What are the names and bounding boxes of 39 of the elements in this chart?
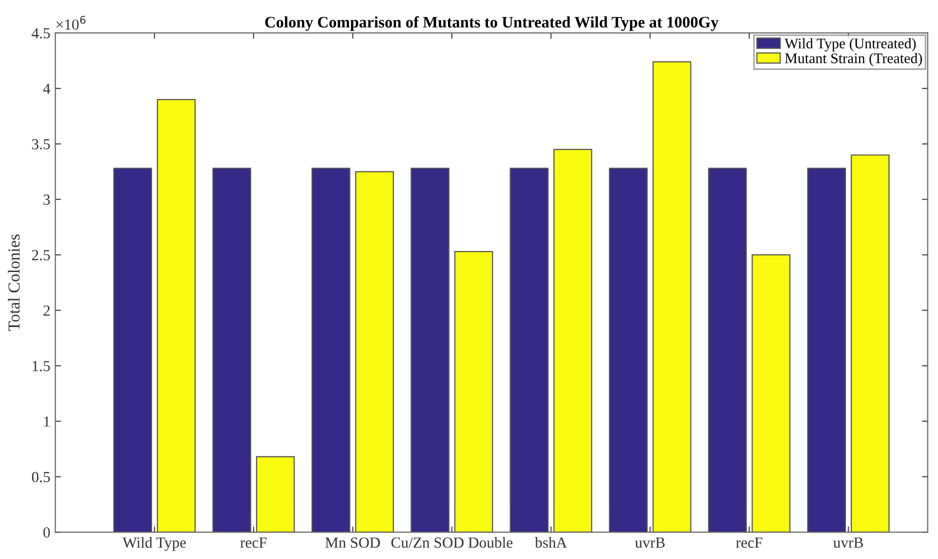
bar — [454, 250, 494, 532]
x-tick-label: bshA — [534, 537, 568, 548]
chart-title: Colony Comparison of Mutants to Untreated Wild Type at 1000Gy — [265, 16, 718, 31]
x-tick-label: Cu/Zn SOD Double — [391, 537, 512, 548]
y-tick-label: 4 — [43, 84, 50, 94]
y-tick-label: 1 — [44, 416, 50, 427]
bar — [708, 168, 747, 532]
y-tick-label: 2 — [44, 305, 50, 316]
y-tick-label: 2.5 — [32, 250, 50, 260]
bar — [652, 61, 692, 532]
bar — [410, 168, 450, 532]
bar — [156, 98, 196, 532]
bar — [312, 168, 350, 532]
x-tick-label: Wild Type — [122, 537, 186, 551]
bar — [608, 168, 648, 532]
x-tick-label: recF — [240, 538, 267, 548]
bar — [807, 168, 846, 532]
y-tick-label: 0 — [43, 527, 50, 538]
y-tick-label: 3.5 — [32, 139, 50, 150]
bar — [850, 154, 890, 532]
bar — [553, 148, 592, 532]
bar — [113, 168, 152, 532]
y-axis-title: Total Colonies — [8, 234, 20, 331]
bar — [256, 456, 295, 532]
legend-label: Wild Type (Untreated) — [784, 38, 916, 52]
y-tick-label: 1.5 — [32, 360, 50, 372]
y-tick-label: 0.5 — [32, 472, 50, 482]
y-tick-label: 4.5 — [32, 28, 50, 38]
bar — [212, 168, 252, 532]
legend-label: Mutant Strain (Treated) — [785, 52, 922, 66]
x-tick-label: uvrB — [833, 538, 863, 548]
x-tick-label: Mn SOD — [325, 538, 380, 548]
x-tick-label: uvrB — [635, 538, 665, 548]
y-tick-label: 3 — [44, 194, 50, 205]
text: ×10$^{6}$ — [56, 16, 86, 30]
bar — [355, 171, 394, 532]
x-tick-label: recF — [736, 538, 762, 548]
bar — [510, 168, 549, 532]
bar — [752, 254, 790, 532]
